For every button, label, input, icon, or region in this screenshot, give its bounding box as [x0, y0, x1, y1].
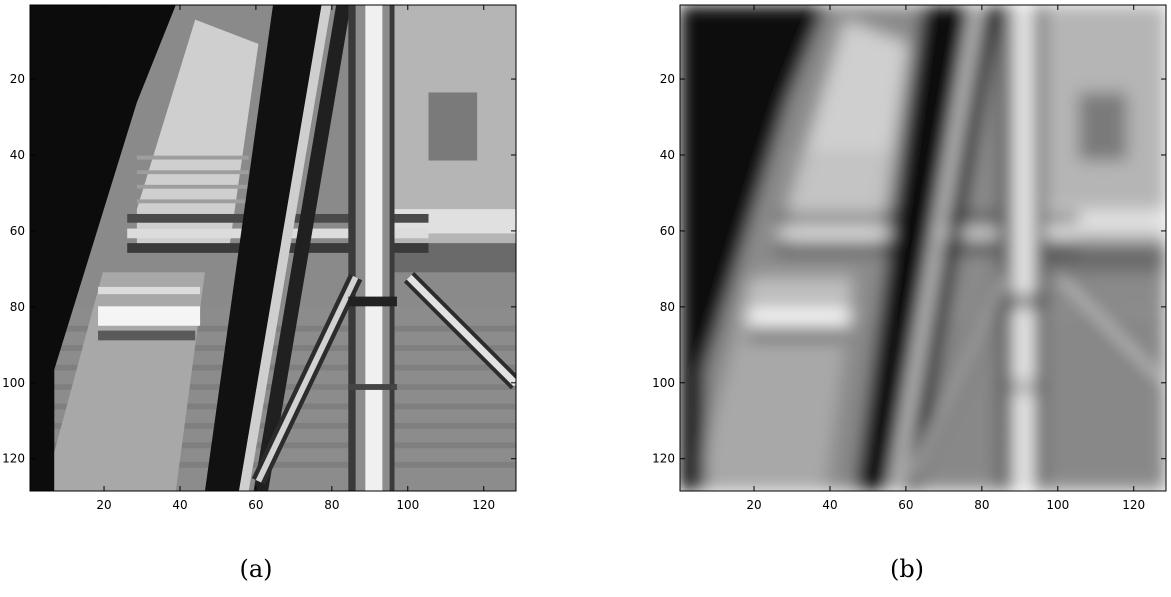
y-tick-label: 120 [2, 452, 25, 466]
x-tick-label: 100 [1046, 498, 1069, 512]
y-tick-label: 60 [660, 224, 675, 238]
x-tick-label: 100 [396, 498, 419, 512]
y-tick-label: 20 [10, 72, 25, 86]
x-tick-label: 20 [96, 498, 111, 512]
caption-a: (a) [239, 555, 273, 583]
axes-frame [679, 4, 1167, 492]
x-tick-label: 20 [746, 498, 761, 512]
caption-b: (b) [889, 555, 925, 583]
y-tick-label: 120 [652, 452, 675, 466]
y-tick-label: 100 [2, 376, 25, 390]
x-tick-label: 40 [172, 498, 187, 512]
grayscale-image-a [30, 5, 516, 491]
image-plot-b: 20 40 60 80 100 120 20 40 60 80 100 120 [652, 4, 1167, 512]
x-tick-label: 80 [324, 498, 339, 512]
image-plot-a: 20 40 60 80 100 120 20 40 60 80 100 120 [2, 4, 517, 512]
x-tick-label: 40 [822, 498, 837, 512]
x-tick-label: 120 [1122, 498, 1145, 512]
grayscale-image-b [680, 5, 1166, 491]
x-tick-label: 120 [472, 498, 495, 512]
x-tick-label: 60 [248, 498, 263, 512]
y-tick-label: 80 [660, 300, 675, 314]
y-tick-label: 40 [660, 148, 675, 162]
y-tick-label: 60 [10, 224, 25, 238]
x-tick-label: 80 [974, 498, 989, 512]
y-tick-label: 20 [660, 72, 675, 86]
figure-panel-a: 20 40 60 80 100 120 20 40 60 80 100 120 (a) [0, 0, 520, 597]
y-tick-label: 80 [10, 300, 25, 314]
figure-panel-b: 20 40 60 80 100 120 20 40 60 80 100 120 (b) [650, 0, 1170, 597]
axes-frame [29, 4, 517, 492]
x-tick-label: 60 [898, 498, 913, 512]
y-tick-label: 100 [652, 376, 675, 390]
y-tick-label: 40 [10, 148, 25, 162]
